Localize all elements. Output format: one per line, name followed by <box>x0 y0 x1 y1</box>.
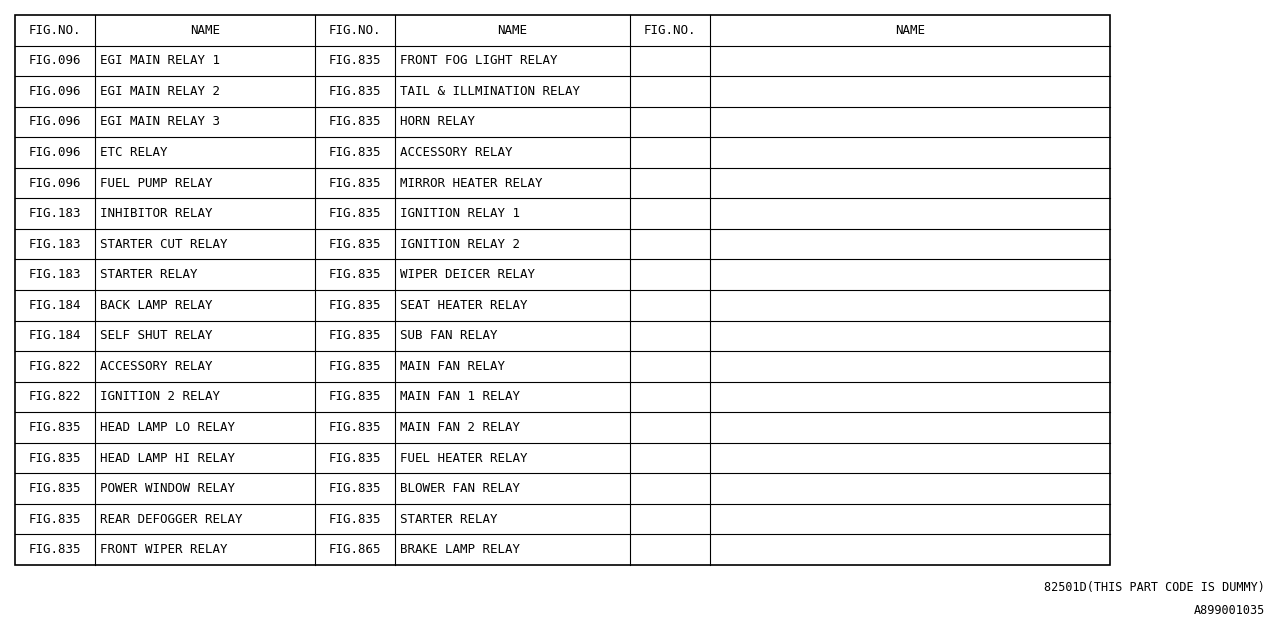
Text: TAIL & ILLMINATION RELAY: TAIL & ILLMINATION RELAY <box>399 85 580 98</box>
Text: FUEL PUMP RELAY: FUEL PUMP RELAY <box>100 177 212 189</box>
Text: STARTER CUT RELAY: STARTER CUT RELAY <box>100 237 228 251</box>
Text: FIG.835: FIG.835 <box>329 452 381 465</box>
Text: FIG.184: FIG.184 <box>28 299 81 312</box>
Text: FIG.835: FIG.835 <box>329 330 381 342</box>
Text: INHIBITOR RELAY: INHIBITOR RELAY <box>100 207 212 220</box>
Text: FIG.835: FIG.835 <box>329 268 381 281</box>
Text: FIG.096: FIG.096 <box>28 85 81 98</box>
Text: MAIN FAN RELAY: MAIN FAN RELAY <box>399 360 506 373</box>
Text: A899001035: A899001035 <box>1194 604 1265 616</box>
Text: FRONT WIPER RELAY: FRONT WIPER RELAY <box>100 543 228 556</box>
Text: HEAD LAMP LO RELAY: HEAD LAMP LO RELAY <box>100 421 236 434</box>
Text: BACK LAMP RELAY: BACK LAMP RELAY <box>100 299 212 312</box>
Text: EGI MAIN RELAY 3: EGI MAIN RELAY 3 <box>100 115 220 129</box>
Text: 82501D(THIS PART CODE IS DUMMY): 82501D(THIS PART CODE IS DUMMY) <box>1044 582 1265 595</box>
Text: NAME: NAME <box>498 24 527 36</box>
Text: FIG.835: FIG.835 <box>28 513 81 525</box>
Text: FIG.835: FIG.835 <box>329 360 381 373</box>
Text: BRAKE LAMP RELAY: BRAKE LAMP RELAY <box>399 543 520 556</box>
Text: FIG.183: FIG.183 <box>28 207 81 220</box>
Text: FIG.835: FIG.835 <box>28 452 81 465</box>
Text: SELF SHUT RELAY: SELF SHUT RELAY <box>100 330 212 342</box>
Text: FIG.096: FIG.096 <box>28 115 81 129</box>
Text: FIG.184: FIG.184 <box>28 330 81 342</box>
Text: FIG.835: FIG.835 <box>28 543 81 556</box>
Text: STARTER RELAY: STARTER RELAY <box>399 513 498 525</box>
Text: FIG.835: FIG.835 <box>329 299 381 312</box>
Text: MAIN FAN 1 RELAY: MAIN FAN 1 RELAY <box>399 390 520 403</box>
Text: STARTER RELAY: STARTER RELAY <box>100 268 197 281</box>
Text: FIG.835: FIG.835 <box>329 54 381 67</box>
Text: SUB FAN RELAY: SUB FAN RELAY <box>399 330 498 342</box>
Text: HEAD LAMP HI RELAY: HEAD LAMP HI RELAY <box>100 452 236 465</box>
Text: IGNITION RELAY 2: IGNITION RELAY 2 <box>399 237 520 251</box>
Text: NAME: NAME <box>189 24 220 36</box>
Text: WIPER DEICER RELAY: WIPER DEICER RELAY <box>399 268 535 281</box>
Text: FIG.822: FIG.822 <box>28 360 81 373</box>
Text: FIG.835: FIG.835 <box>329 207 381 220</box>
Text: FIG.NO.: FIG.NO. <box>644 24 696 36</box>
Text: FIG.096: FIG.096 <box>28 177 81 189</box>
Text: FIG.096: FIG.096 <box>28 146 81 159</box>
Text: REAR DEFOGGER RELAY: REAR DEFOGGER RELAY <box>100 513 242 525</box>
Text: FIG.835: FIG.835 <box>28 482 81 495</box>
Text: ETC RELAY: ETC RELAY <box>100 146 168 159</box>
Text: FRONT FOG LIGHT RELAY: FRONT FOG LIGHT RELAY <box>399 54 558 67</box>
Text: MIRROR HEATER RELAY: MIRROR HEATER RELAY <box>399 177 543 189</box>
Text: FIG.835: FIG.835 <box>329 513 381 525</box>
Text: BLOWER FAN RELAY: BLOWER FAN RELAY <box>399 482 520 495</box>
Text: FIG.835: FIG.835 <box>329 177 381 189</box>
Text: SEAT HEATER RELAY: SEAT HEATER RELAY <box>399 299 527 312</box>
Text: FIG.835: FIG.835 <box>329 482 381 495</box>
Bar <box>15 15 1110 565</box>
Text: NAME: NAME <box>895 24 925 36</box>
Text: ACCESSORY RELAY: ACCESSORY RELAY <box>399 146 512 159</box>
Text: IGNITION RELAY 1: IGNITION RELAY 1 <box>399 207 520 220</box>
Text: FIG.835: FIG.835 <box>329 390 381 403</box>
Text: FIG.822: FIG.822 <box>28 390 81 403</box>
Text: FIG.835: FIG.835 <box>329 146 381 159</box>
Text: EGI MAIN RELAY 1: EGI MAIN RELAY 1 <box>100 54 220 67</box>
Text: FIG.835: FIG.835 <box>329 115 381 129</box>
Text: ACCESSORY RELAY: ACCESSORY RELAY <box>100 360 212 373</box>
Text: FIG.096: FIG.096 <box>28 54 81 67</box>
Text: EGI MAIN RELAY 2: EGI MAIN RELAY 2 <box>100 85 220 98</box>
Text: FIG.835: FIG.835 <box>329 237 381 251</box>
Text: FIG.NO.: FIG.NO. <box>329 24 381 36</box>
Text: FIG.183: FIG.183 <box>28 237 81 251</box>
Text: FUEL HEATER RELAY: FUEL HEATER RELAY <box>399 452 527 465</box>
Text: IGNITION 2 RELAY: IGNITION 2 RELAY <box>100 390 220 403</box>
Text: MAIN FAN 2 RELAY: MAIN FAN 2 RELAY <box>399 421 520 434</box>
Text: FIG.183: FIG.183 <box>28 268 81 281</box>
Text: FIG.835: FIG.835 <box>28 421 81 434</box>
Text: FIG.NO.: FIG.NO. <box>28 24 81 36</box>
Text: FIG.835: FIG.835 <box>329 421 381 434</box>
Text: HORN RELAY: HORN RELAY <box>399 115 475 129</box>
Text: FIG.865: FIG.865 <box>329 543 381 556</box>
Text: POWER WINDOW RELAY: POWER WINDOW RELAY <box>100 482 236 495</box>
Text: FIG.835: FIG.835 <box>329 85 381 98</box>
